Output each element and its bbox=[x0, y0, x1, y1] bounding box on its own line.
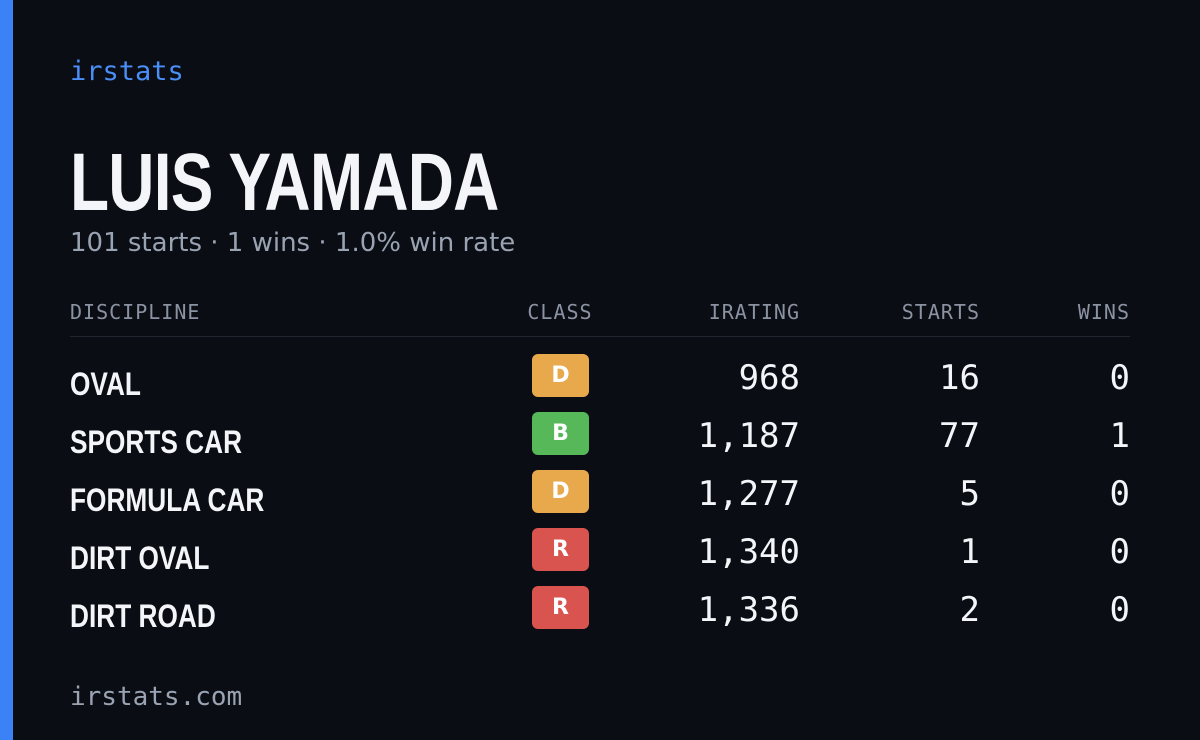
header-wins: WINS bbox=[1077, 300, 1130, 324]
table-row: FORMULA CAR D 1,277 5 0 bbox=[70, 466, 1130, 524]
class-badge: D bbox=[532, 354, 589, 397]
discipline-name: DIRT ROAD bbox=[70, 598, 216, 634]
wins-value: 0 bbox=[1109, 532, 1130, 572]
footer-url[interactable]: irstats.com bbox=[70, 682, 243, 712]
header-discipline: DISCIPLINE bbox=[70, 300, 201, 324]
table-row: OVAL D 968 16 0 bbox=[70, 350, 1130, 408]
discipline-name: FORMULA CAR bbox=[70, 482, 265, 518]
driver-summary: 101 starts · 1 wins · 1.0% win rate bbox=[70, 228, 516, 258]
table-row: SPORTS CAR B 1,187 77 1 bbox=[70, 408, 1130, 466]
irating-value: 968 bbox=[738, 358, 800, 398]
brand-logo: irstats bbox=[70, 56, 184, 87]
wins-value: 1 bbox=[1109, 416, 1130, 456]
class-badge: D bbox=[532, 470, 589, 513]
header-class: CLASS bbox=[527, 300, 593, 324]
class-badge: B bbox=[532, 412, 589, 455]
starts-value: 16 bbox=[939, 358, 980, 398]
table-row: DIRT ROAD R 1,336 2 0 bbox=[70, 582, 1130, 640]
class-badge: R bbox=[532, 528, 589, 571]
wins-value: 0 bbox=[1109, 590, 1130, 630]
wins-value: 0 bbox=[1109, 358, 1130, 398]
table-row: DIRT OVAL R 1,340 1 0 bbox=[70, 524, 1130, 582]
header-irating: IRATING bbox=[708, 300, 800, 324]
discipline-table: OVAL D 968 16 0 SPORTS CAR B 1,187 77 1 … bbox=[70, 350, 1130, 640]
accent-bar bbox=[0, 0, 13, 740]
class-badge: R bbox=[532, 586, 589, 629]
irating-value: 1,187 bbox=[697, 416, 800, 456]
irating-value: 1,277 bbox=[697, 474, 800, 514]
discipline-name: DIRT OVAL bbox=[70, 540, 210, 576]
irating-value: 1,336 bbox=[697, 590, 800, 630]
header-starts: STARTS bbox=[901, 300, 980, 324]
discipline-name: SPORTS CAR bbox=[70, 424, 243, 460]
starts-value: 77 bbox=[939, 416, 980, 456]
discipline-name: OVAL bbox=[70, 366, 141, 402]
wins-value: 0 bbox=[1109, 474, 1130, 514]
irating-value: 1,340 bbox=[697, 532, 800, 572]
driver-name: LUIS YAMADA bbox=[70, 137, 499, 228]
starts-value: 5 bbox=[959, 474, 980, 514]
starts-value: 1 bbox=[959, 532, 980, 572]
table-header: DISCIPLINE CLASS IRATING STARTS WINS bbox=[70, 300, 1130, 337]
starts-value: 2 bbox=[959, 590, 980, 630]
